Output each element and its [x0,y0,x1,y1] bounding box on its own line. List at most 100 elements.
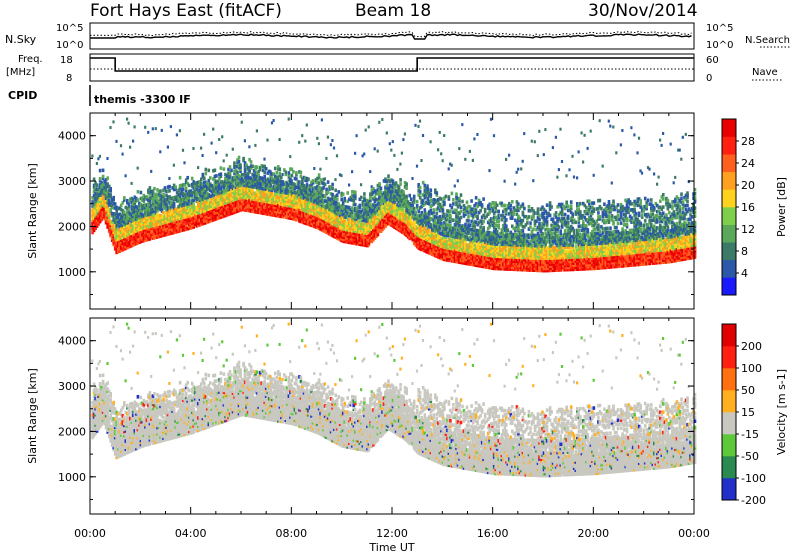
power-cell [189,222,192,226]
power-cell [198,212,202,217]
power-cell [110,238,114,242]
power-cell [200,183,203,188]
power-cell [126,200,129,205]
power-cell [180,204,183,208]
power-cell [195,181,198,185]
power-cell [216,193,220,198]
power-cell [156,202,159,206]
power-cell [92,193,96,198]
power-cell [154,233,158,237]
power-cell [110,220,114,224]
power-cell [219,166,223,170]
power-cell [97,189,100,193]
power-cell [193,189,197,194]
power-cell [129,240,132,244]
power-cell [225,190,229,195]
power-cell [254,171,257,175]
power-cell [432,208,436,212]
power-cell [147,211,150,215]
power-cell [224,181,227,185]
power-cell [97,211,100,216]
power-cell [127,220,131,225]
power-cell [139,196,143,201]
power-cell [156,212,159,217]
power-cell [264,185,268,189]
power-cell [227,204,230,208]
power-cell [144,213,147,218]
power-cell [186,202,189,206]
power-cell [195,183,198,187]
power-cell [104,210,108,215]
power-cell [165,226,168,231]
power-cell [222,189,226,194]
power-cell [141,198,144,202]
power-cell [178,192,182,196]
power-cell [91,196,94,200]
power-cell [156,224,159,229]
power-cell [201,207,205,212]
power-cell [260,186,263,191]
power-cell [203,200,206,205]
power-cell [166,185,170,189]
power-cell [195,195,198,199]
power-cell [92,226,96,231]
power-cell [168,177,171,180]
power-cell [252,203,256,208]
power-cell [210,200,214,204]
power-cell [101,193,105,197]
power-cell [116,223,120,227]
power-cell [94,208,97,212]
power-cell [270,200,274,205]
power-cell [183,193,186,197]
power-cell [215,151,218,155]
power-cell [157,206,161,210]
power-cell [228,193,232,198]
power-cell [130,215,134,219]
power-cell [186,212,189,217]
power-cell [151,207,155,212]
power-cell [263,187,266,191]
power-cell [109,221,112,226]
power-cell [184,180,188,184]
power-cell [133,234,137,238]
power-cell [429,192,433,197]
power-cell [97,203,100,208]
power-cell [243,169,247,173]
power-cell [246,171,250,176]
power-cell [254,185,257,190]
power-cell [186,226,189,231]
power-cell [169,227,173,231]
power-cell [132,237,135,241]
power-cell [272,211,276,215]
power-cell [178,222,182,227]
power-cell [129,197,132,202]
power-cell [269,202,272,207]
power-cell [121,233,125,238]
power-cell [186,182,189,186]
power-cell [181,213,185,218]
power-cell [180,197,183,202]
power-cell [200,204,203,208]
power-cell [119,244,123,249]
power-cell [166,217,170,222]
power-cell [225,211,229,215]
power-cell [148,210,152,215]
power-cell [130,243,134,248]
power-cell [145,225,149,230]
power-cell [215,214,218,219]
power-cell [121,221,125,225]
power-cell [157,232,161,237]
power-cell [258,182,262,186]
power-cell [139,229,143,234]
power-cell [190,205,194,209]
power-cell [206,195,209,200]
power-cell [181,209,185,214]
power-cell [165,202,168,206]
power-cell [192,214,195,219]
power-cell [171,202,174,206]
power-cell [221,208,224,213]
power-cell [129,217,132,222]
power-cell [243,167,247,171]
power-cell [119,144,123,148]
power-cell [266,189,269,194]
